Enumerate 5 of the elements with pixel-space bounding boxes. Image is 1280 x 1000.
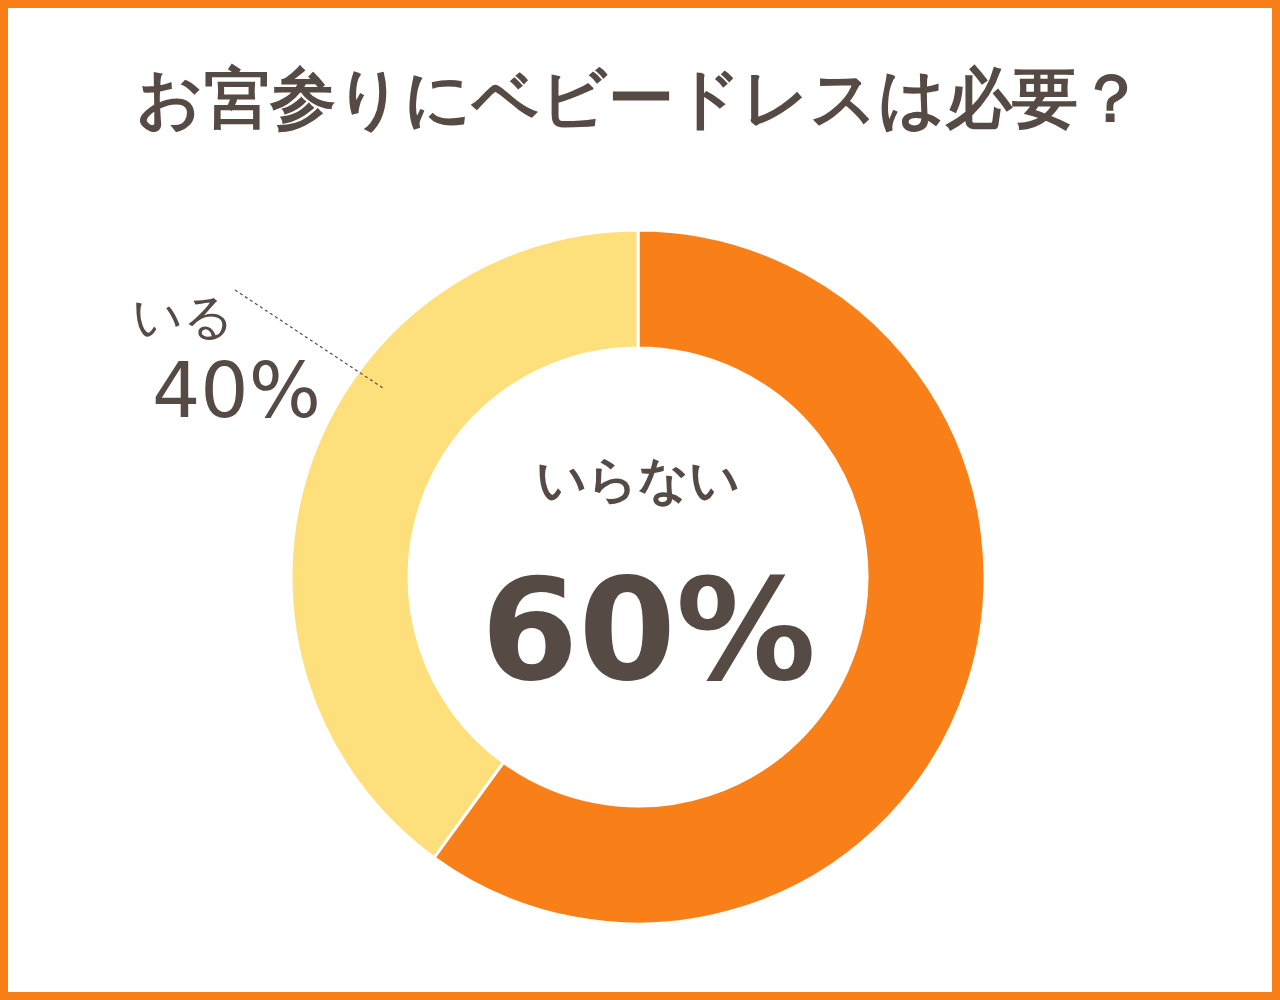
slice-label: いらない <box>536 451 740 509</box>
data-label: 40% <box>152 346 321 435</box>
slice-label: いる <box>132 288 234 346</box>
chart-title: お宮参りにベビードレスは必要？ <box>136 60 1144 138</box>
data-label: 60% <box>481 549 817 712</box>
